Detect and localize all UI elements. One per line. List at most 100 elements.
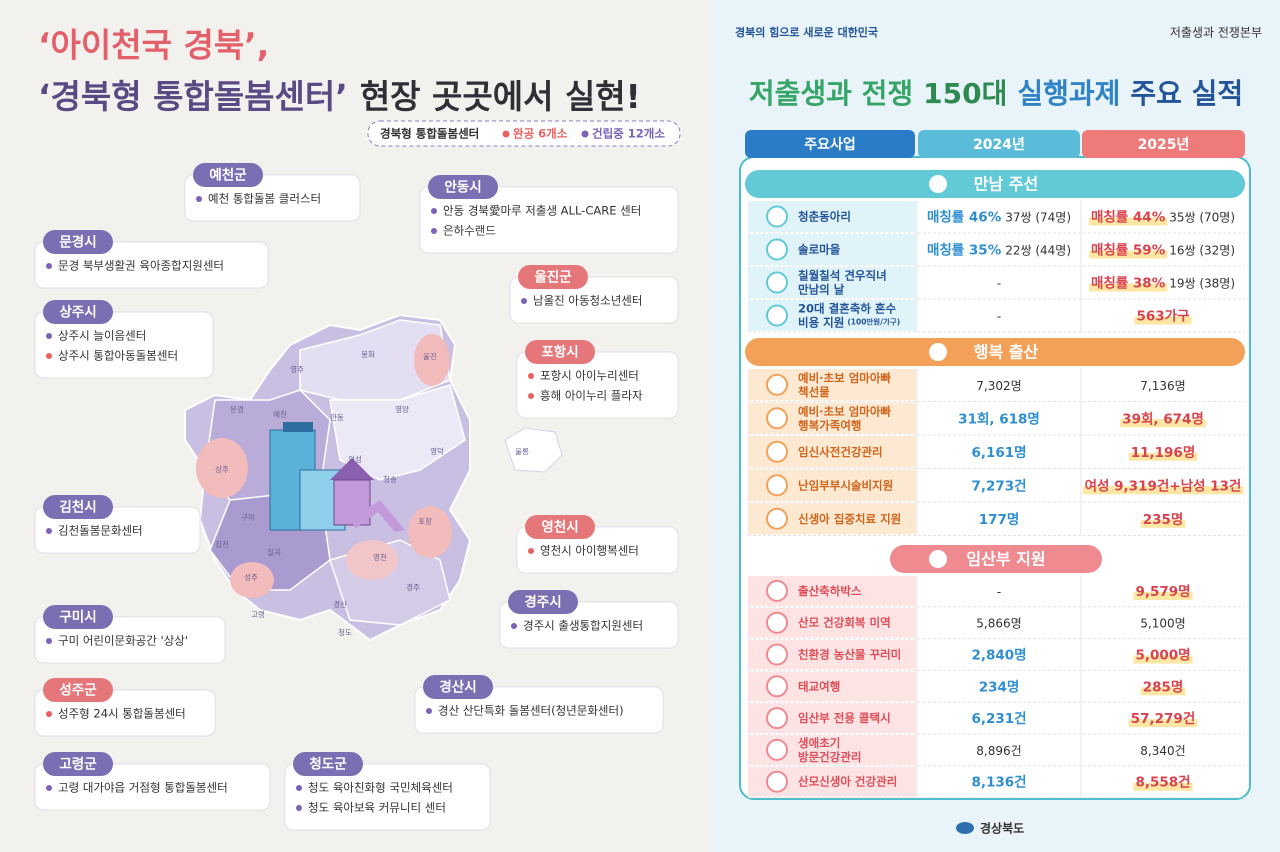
header-label: 2025년 bbox=[1138, 137, 1190, 153]
value-cell: 매칭률 44% 35쌍 (70명) bbox=[1091, 209, 1235, 226]
legend-building: 건립중 12개소 bbox=[592, 127, 665, 141]
item-text: 고령 대가야읍 거점형 통합돌봄센터 bbox=[58, 781, 228, 795]
region-tag bbox=[525, 340, 595, 364]
map-label: 영양 bbox=[395, 404, 409, 414]
map-label: 울릉 bbox=[515, 447, 529, 456]
row-name: 방문건강관리 bbox=[798, 749, 861, 763]
item-text: 흥해 아이누리 플라자 bbox=[540, 389, 643, 403]
value-cell: 매칭률 46% 37쌍 (74명) bbox=[927, 209, 1071, 226]
value-cell: 2,840명 bbox=[971, 647, 1026, 664]
item-dot bbox=[426, 708, 432, 714]
value-part: 5,000명 bbox=[1135, 647, 1190, 664]
title-line-2: ‘경북형 통합돌봄센터’ 현장 곳곳에서 실현! bbox=[38, 77, 641, 116]
region-tag bbox=[293, 752, 363, 776]
region-name: 상주시 bbox=[59, 305, 96, 321]
map-label: 안동 bbox=[330, 412, 344, 422]
item-text: 상주시 늘이음센터 bbox=[58, 329, 146, 343]
row-icon bbox=[766, 611, 788, 634]
row-icon bbox=[766, 579, 788, 602]
department: 저출생과 전쟁본부 bbox=[1170, 26, 1262, 40]
legend-dot bbox=[581, 130, 589, 138]
header-tab bbox=[918, 130, 1080, 158]
title-part: 저출생과 전쟁 bbox=[749, 77, 913, 110]
map-label: 상주 bbox=[215, 464, 229, 474]
item-dot bbox=[431, 228, 437, 234]
table-row: 친환경 농산물 꾸러미 2,840명 5,000명 bbox=[748, 639, 1245, 671]
value-cell: 8,896건 bbox=[976, 743, 1021, 757]
region-name: 예천군 bbox=[209, 168, 247, 184]
item-text: 은하수랜드 bbox=[443, 224, 496, 238]
value-part: - bbox=[997, 309, 1001, 323]
item-dot bbox=[196, 196, 202, 202]
region-card: 남울진 아동청소년센터 울진군 bbox=[509, 265, 679, 324]
table-row: 산모 건강회복 미역 5,866명 5,100명 bbox=[748, 607, 1245, 640]
region-card: 예천 통합돌봄 클러스터 예천군 bbox=[184, 163, 361, 222]
region-tag bbox=[508, 590, 578, 614]
value-cell: 7,302명 bbox=[976, 378, 1021, 392]
value-part: 매칭률 59% bbox=[1091, 242, 1166, 259]
header-tab bbox=[1082, 130, 1245, 158]
value-part: 19쌍 (38명) bbox=[1169, 276, 1235, 290]
row-icon bbox=[766, 643, 788, 666]
row-name: 20대 결혼축하 혼수 bbox=[798, 301, 896, 315]
value-part: 7,273건 bbox=[971, 477, 1026, 494]
row-note: (100만원/가구) bbox=[847, 317, 900, 327]
value-part: 5,866명 bbox=[976, 616, 1021, 630]
row-name-line: 20대 결혼축하 혼수 bbox=[798, 301, 896, 315]
value-part: 매칭률 38% bbox=[1091, 275, 1166, 292]
value-cell: 57,279건 bbox=[1131, 710, 1196, 727]
value-part: 9,579명 bbox=[1135, 583, 1190, 600]
row-name: 출산축하박스 bbox=[798, 583, 862, 597]
row-icon bbox=[766, 474, 788, 497]
row-name: 책선물 bbox=[798, 384, 830, 398]
item-dot bbox=[46, 353, 52, 359]
section-icon bbox=[929, 343, 947, 361]
region-tag bbox=[525, 515, 595, 539]
title-part: 주요 실적 bbox=[1130, 77, 1243, 110]
map-label: 성주 bbox=[244, 573, 258, 582]
section-bar bbox=[745, 338, 1245, 366]
item-dot bbox=[528, 548, 534, 554]
value-highlight bbox=[1133, 591, 1193, 600]
row-name-line: 친환경 농산물 꾸러미 bbox=[798, 647, 901, 661]
card-box bbox=[34, 311, 214, 379]
table-row: 청춘동아리 매칭률 46% 37쌍 (74명) 매칭률 44% 35쌍 (70명) bbox=[748, 201, 1245, 234]
value-cell: 6,231건 bbox=[971, 710, 1026, 727]
value-cell: - bbox=[997, 584, 1001, 598]
brand-logo: 경북의 힘으로 새로운 대한민국 bbox=[735, 25, 878, 39]
map-highlight bbox=[408, 506, 452, 558]
map-highlight bbox=[196, 438, 248, 498]
table-row: 임신사전건강관리 6,161명 11,196명 bbox=[748, 436, 1245, 469]
value-cell: 177명 bbox=[979, 511, 1020, 528]
item-dot bbox=[46, 263, 52, 269]
section-bar bbox=[745, 170, 1245, 198]
value-cell: 8,340건 bbox=[1140, 743, 1185, 757]
map-label: 영주 bbox=[290, 364, 304, 374]
region-card: 영천시 아이행복센터 영천시 bbox=[516, 515, 679, 574]
table-row: 임산부 전용 콜택시 6,231건 57,279건 bbox=[748, 703, 1245, 735]
map-label: 영덕 bbox=[430, 446, 444, 456]
value-cell: 8,136건 bbox=[971, 774, 1026, 791]
value-part: 여성 9,319건+남성 13건 bbox=[1085, 477, 1242, 494]
section-title: 행복 출산 bbox=[974, 343, 1039, 362]
region-name: 안동시 bbox=[444, 179, 481, 196]
table-row: 출산축하박스 - 9,579명 bbox=[748, 576, 1245, 608]
row-name-line: 임신사전건강관리 bbox=[798, 444, 883, 458]
row-name: 청춘동아리 bbox=[798, 209, 851, 223]
row-name: 임산부 전용 콜택시 bbox=[798, 711, 891, 725]
value-part: 8,558건 bbox=[1135, 774, 1190, 791]
value-part: 234명 bbox=[979, 678, 1020, 695]
region-name: 청도군 bbox=[309, 757, 347, 773]
row-name: 비용 지원 (100만원/가구) bbox=[798, 315, 900, 329]
map-label: 구미 bbox=[241, 513, 255, 522]
value-cell: 285명 bbox=[1143, 678, 1184, 695]
table-row: 태교여행 234명 285명 bbox=[748, 671, 1245, 703]
value-cell: 8,558건 bbox=[1135, 774, 1190, 791]
row-icon bbox=[766, 238, 788, 261]
title-part: 현장 곳곳에서 실현! bbox=[360, 77, 641, 116]
